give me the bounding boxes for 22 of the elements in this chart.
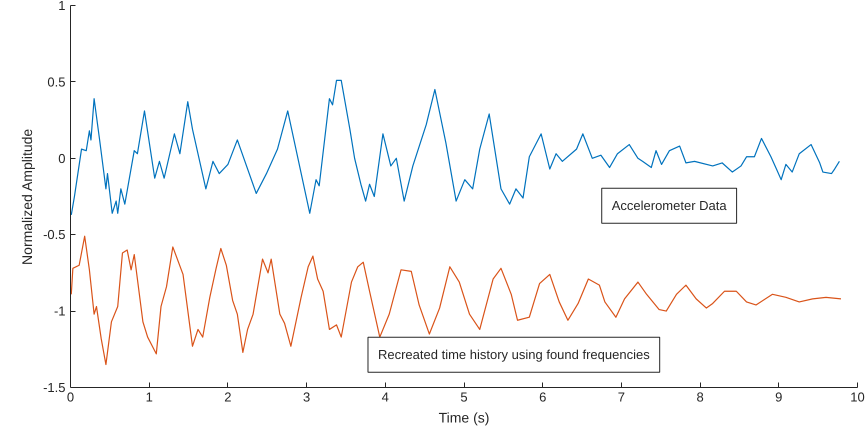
y-tick-label: -0.5 xyxy=(43,227,66,242)
x-tick-label: 8 xyxy=(696,390,704,404)
line-series xyxy=(70,236,842,366)
y-tick-label: -1 xyxy=(54,304,66,319)
x-tick-label: 6 xyxy=(539,390,546,404)
y-tick-label: -1.5 xyxy=(43,380,66,395)
text: Accelerometer Data xyxy=(612,198,728,214)
x-tick-label: 3 xyxy=(302,390,310,404)
x-tick-label: 4 xyxy=(382,390,389,404)
y-tick-label: 0.5 xyxy=(47,74,66,90)
x-tick-label: 10 xyxy=(850,390,865,404)
x-tick-label: 7 xyxy=(618,390,626,404)
y-tick-label: 0 xyxy=(58,150,66,166)
x-tick-label: 5 xyxy=(460,390,468,404)
line-series xyxy=(70,80,840,216)
series-label: Recreated time history using found frequencies xyxy=(378,347,650,362)
x-axis-title: Time (s) xyxy=(438,410,490,426)
x-tick-label: 9 xyxy=(775,390,782,404)
x-tick-label: 1 xyxy=(146,390,153,404)
x-tick-label: 2 xyxy=(224,390,232,404)
y-axis-title: Normalized Amplitude xyxy=(19,128,36,265)
y-tick-label: 1 xyxy=(58,0,66,13)
